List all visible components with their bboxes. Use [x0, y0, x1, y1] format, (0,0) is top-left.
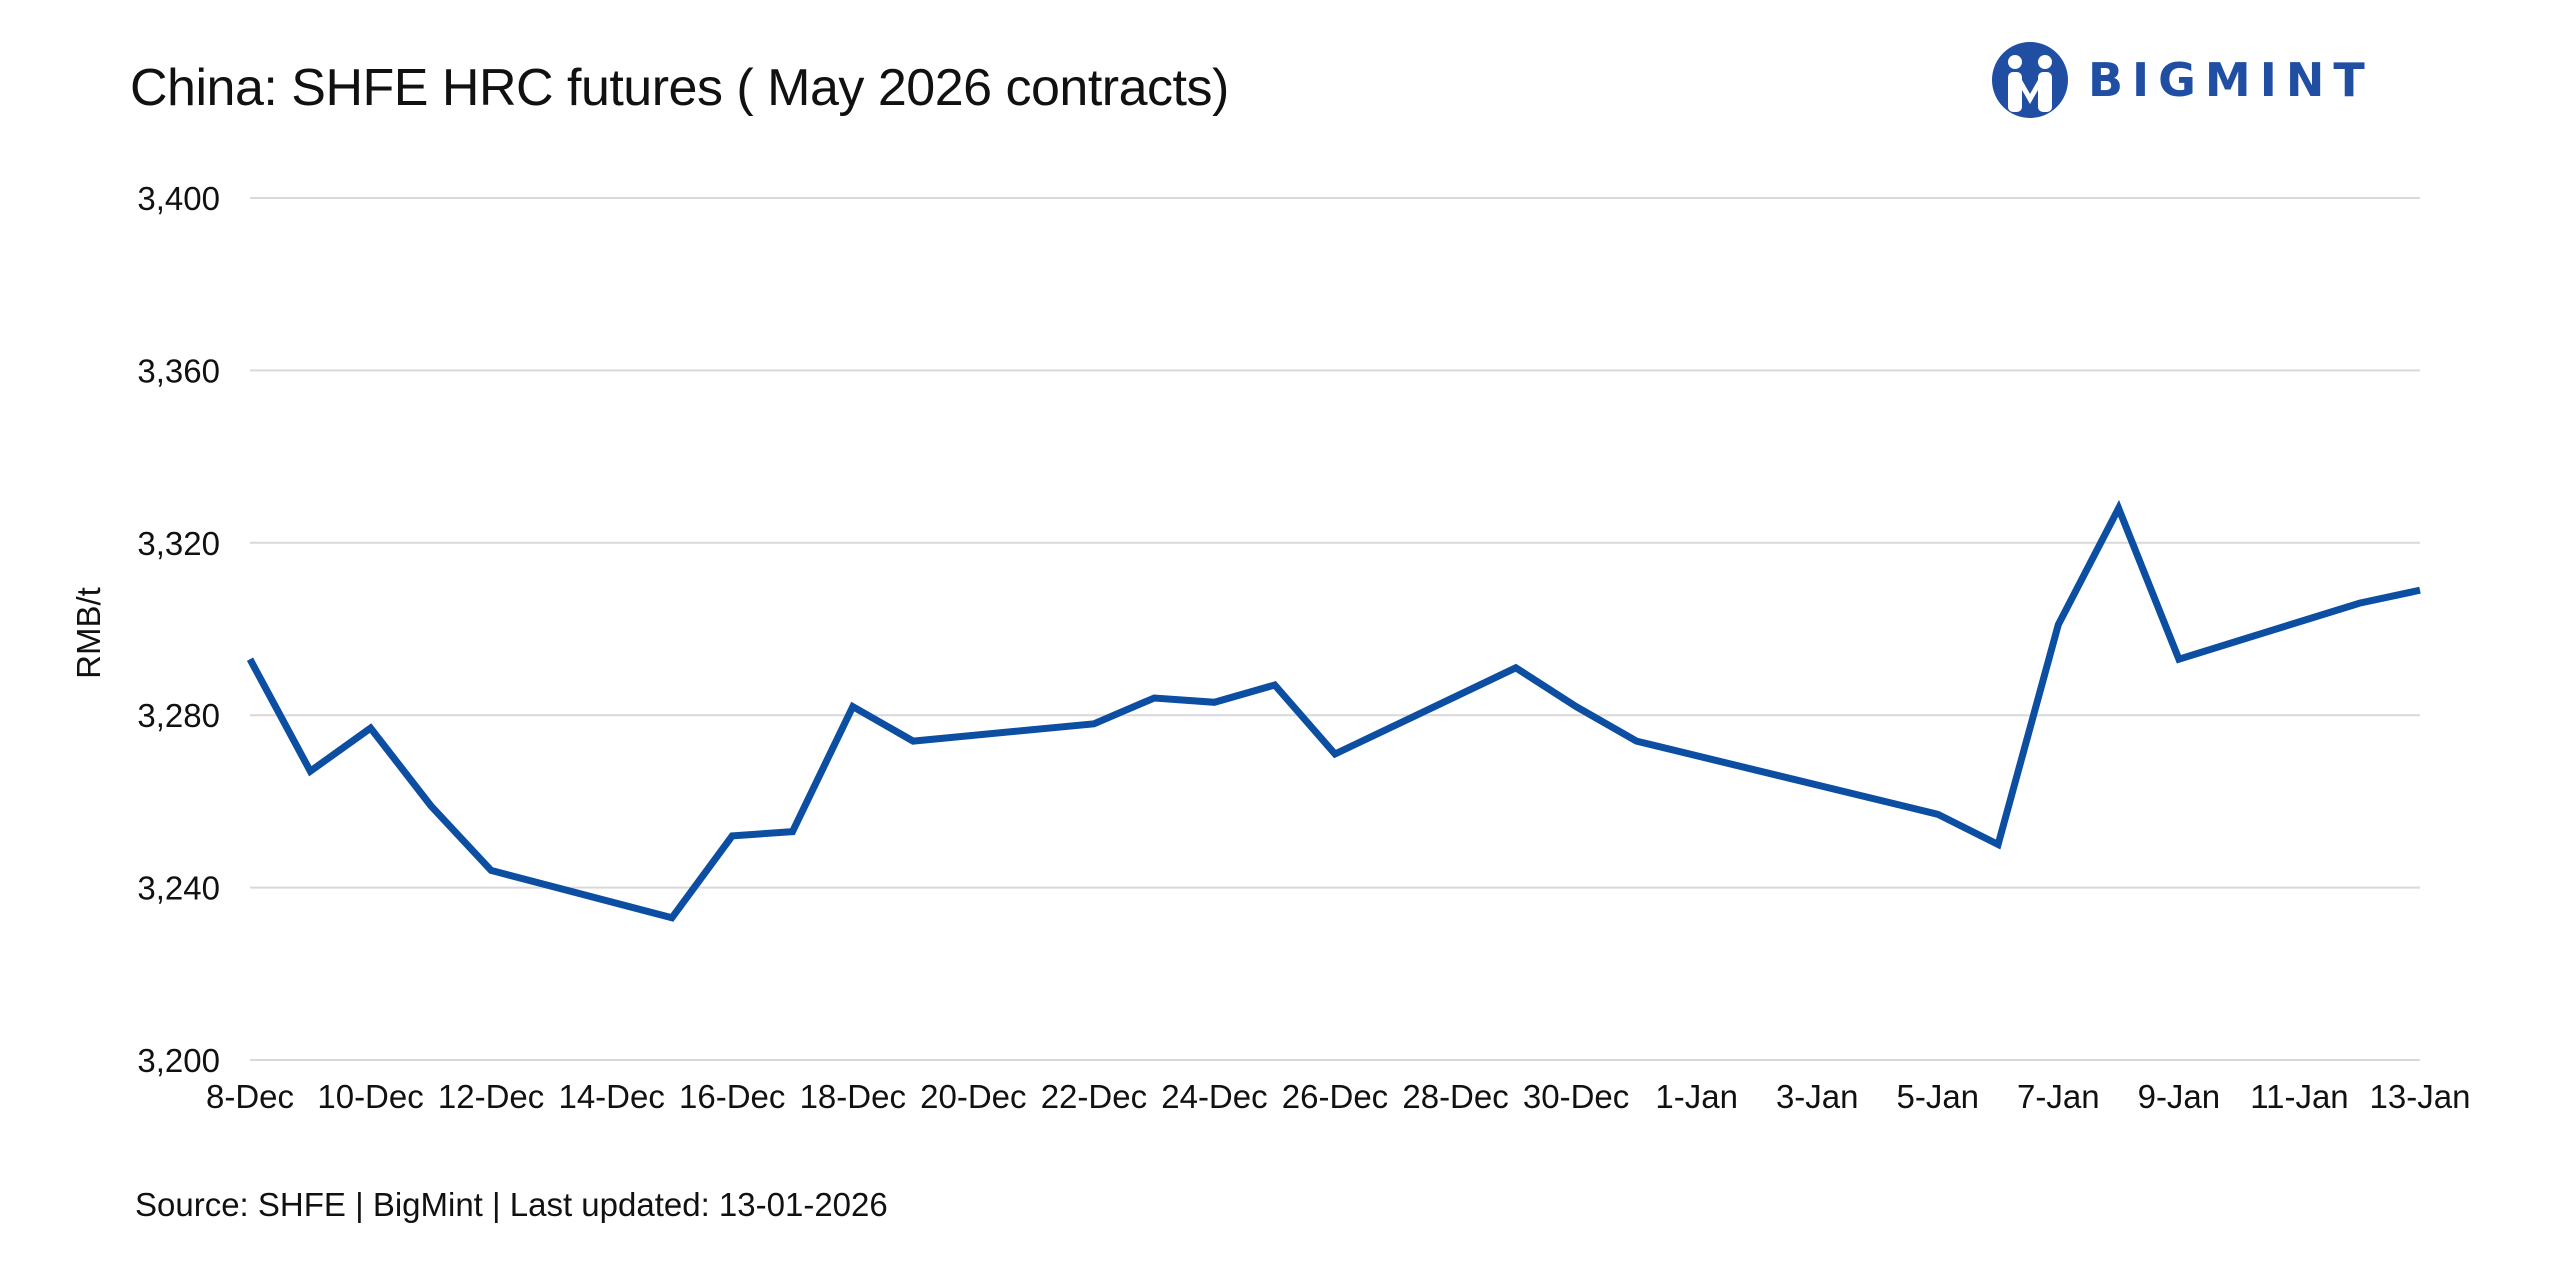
gridlines: [250, 197, 2420, 1061]
y-tick-label: 3,320: [137, 525, 220, 562]
x-tick-label: 18-Dec: [800, 1078, 906, 1115]
x-tick-label: 9-Jan: [2138, 1078, 2221, 1115]
x-tick-label: 7-Jan: [2017, 1078, 2100, 1115]
x-tick-label: 28-Dec: [1402, 1078, 1508, 1115]
source-note: Source: SHFE | BigMint | Last updated: 1…: [135, 1186, 888, 1223]
x-tick-label: 22-Dec: [1041, 1078, 1147, 1115]
x-tick-label: 5-Jan: [1896, 1078, 1979, 1115]
bigmint-logo: BIGMINT: [1990, 40, 2374, 120]
y-tick-label: 3,200: [137, 1042, 220, 1079]
x-tick-label: 8-Dec: [206, 1078, 294, 1115]
y-axis-label: RMB/t: [70, 587, 107, 679]
x-tick-label: 10-Dec: [317, 1078, 423, 1115]
x-tick-label: 20-Dec: [920, 1078, 1026, 1115]
y-tick-label: 3,280: [137, 697, 220, 734]
y-tick-label: 3,360: [137, 352, 220, 389]
x-tick-label: 12-Dec: [438, 1078, 544, 1115]
x-tick-label: 11-Jan: [2250, 1078, 2348, 1115]
x-tick-label: 1-Jan: [1655, 1078, 1738, 1115]
chart-title: China: SHFE HRC futures ( May 2026 contr…: [130, 59, 1229, 117]
bigmint-logo-icon: [1992, 42, 2068, 118]
x-tick-label: 3-Jan: [1776, 1078, 1859, 1115]
y-tick-label: 3,240: [137, 870, 220, 907]
x-tick-label: 30-Dec: [1523, 1078, 1629, 1115]
series-line: [246, 499, 2421, 922]
x-tick-label: 13-Jan: [2370, 1078, 2471, 1115]
logo-text: BIGMINT: [2088, 53, 2374, 107]
y-tick-label: 3,400: [137, 180, 220, 217]
y-axis-tick-labels: 3,200 3,240 3,280 3,320 3,360 3,400: [137, 180, 220, 1079]
x-tick-label: 16-Dec: [679, 1078, 785, 1115]
x-tick-label: 14-Dec: [558, 1078, 664, 1115]
x-axis-tick-labels: 8-Dec 10-Dec 12-Dec 14-Dec 16-Dec 18-Dec 20-De…: [206, 1078, 2470, 1115]
series: [246, 499, 2421, 922]
x-tick-label: 24-Dec: [1161, 1078, 1267, 1115]
x-tick-label: 26-Dec: [1282, 1078, 1388, 1115]
